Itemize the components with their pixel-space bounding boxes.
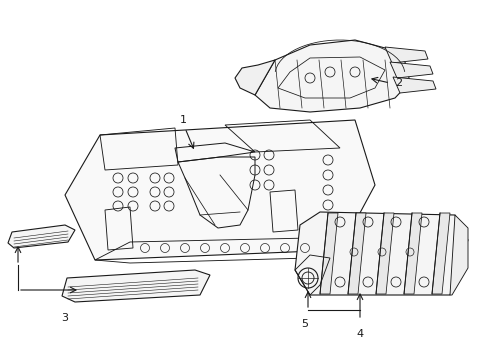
Polygon shape (347, 213, 365, 294)
Polygon shape (65, 120, 374, 260)
Polygon shape (254, 40, 409, 112)
Polygon shape (294, 212, 467, 295)
Text: 5: 5 (301, 319, 308, 329)
Polygon shape (392, 77, 435, 93)
Text: 2: 2 (394, 78, 401, 88)
Polygon shape (375, 213, 393, 294)
Text: 3: 3 (61, 313, 68, 323)
Polygon shape (8, 225, 75, 248)
Text: 1: 1 (179, 115, 186, 125)
Polygon shape (403, 213, 421, 294)
Polygon shape (319, 213, 337, 294)
Polygon shape (62, 270, 209, 302)
Polygon shape (384, 47, 427, 63)
Text: 4: 4 (356, 329, 363, 339)
Polygon shape (449, 215, 467, 295)
Polygon shape (389, 62, 432, 78)
Polygon shape (235, 60, 274, 95)
Polygon shape (431, 213, 449, 294)
